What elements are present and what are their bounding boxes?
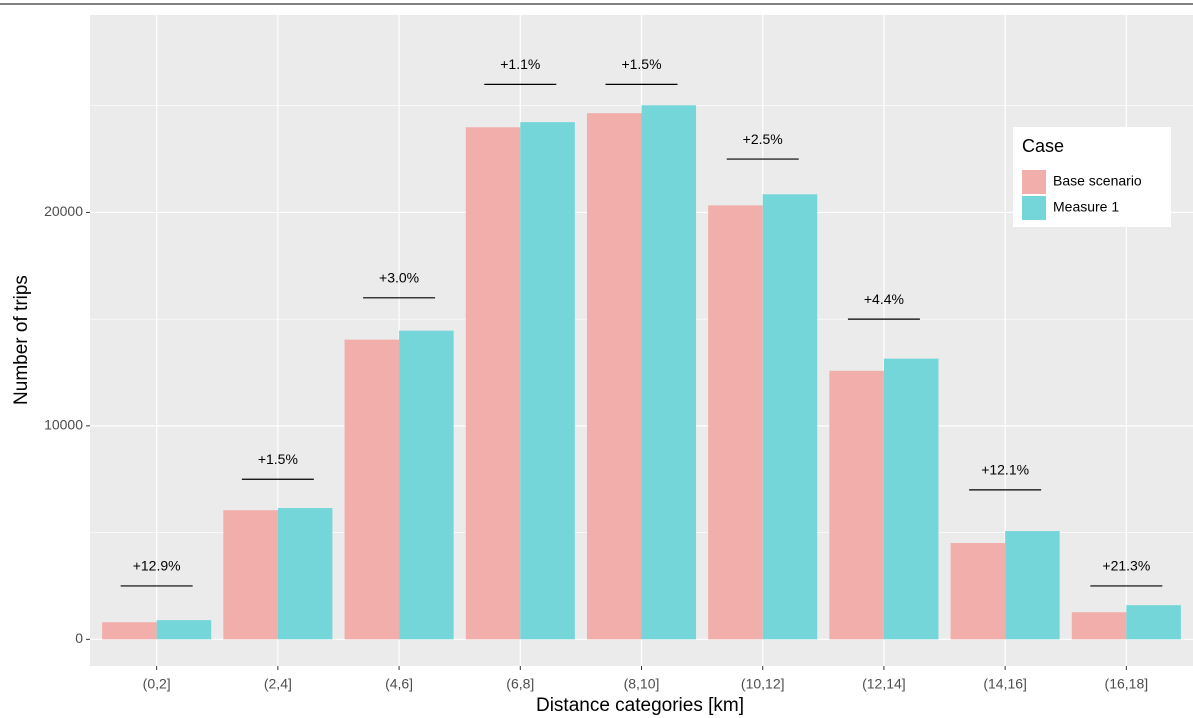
bar (883, 358, 939, 640)
bar (1126, 605, 1181, 640)
y-axis-title: Number of trips (11, 275, 32, 405)
y-tick-label: 10000 (44, 417, 83, 433)
x-tick-label: (12,14] (862, 676, 906, 692)
x-axis-title: Distance categories [km] (536, 695, 744, 716)
x-tick-label: (4,6] (385, 676, 413, 692)
bar (399, 330, 454, 640)
legend: Case Base scenario Measure 1 (1013, 127, 1171, 227)
legend-label: Measure 1 (1053, 199, 1119, 215)
y-tick-label: 20000 (44, 203, 83, 219)
bar (641, 105, 697, 640)
bar (344, 339, 400, 640)
legend-title: Case (1022, 136, 1064, 156)
bar (708, 205, 763, 640)
x-tick-label: (8,10] (624, 676, 660, 692)
bar (156, 620, 212, 640)
bar (586, 113, 642, 640)
legend-key (1022, 170, 1046, 194)
x-tick-label: (0,2] (143, 676, 171, 692)
x-tick-label: (14,16] (983, 676, 1027, 692)
y-tick-label: 0 (75, 630, 83, 646)
annotation-label: +2.5% (743, 131, 783, 147)
bar (1071, 612, 1127, 640)
annotation-label: +3.0% (379, 270, 419, 286)
bar (520, 122, 575, 640)
x-tick-label: (6,8] (506, 676, 534, 692)
bar (465, 127, 521, 640)
annotation-label: +21.3% (1102, 558, 1150, 574)
legend-key (1022, 196, 1046, 220)
bar (277, 508, 333, 640)
bar (223, 510, 278, 640)
bar (950, 543, 1006, 640)
annotation-label: +4.4% (864, 291, 904, 307)
bar (1005, 531, 1060, 640)
bar (762, 194, 818, 640)
marks: +12.9% +1.5% +3.0% +1.1% +1.5% +2.5% +4.4% +12.… (102, 56, 1181, 640)
annotation-label: +1.5% (621, 56, 661, 72)
x-tick-label: (10,12] (741, 676, 785, 692)
x-tick-label: (16,18] (1105, 676, 1149, 692)
legend-label: Base scenario (1053, 173, 1142, 189)
x-tick-label: (2,4] (264, 676, 292, 692)
annotation-label: +1.5% (258, 451, 298, 467)
annotation-label: +12.9% (133, 558, 181, 574)
bar (102, 622, 157, 640)
annotation-label: +1.1% (500, 56, 540, 72)
bar (829, 370, 884, 640)
annotation-label: +12.1% (981, 462, 1029, 478)
